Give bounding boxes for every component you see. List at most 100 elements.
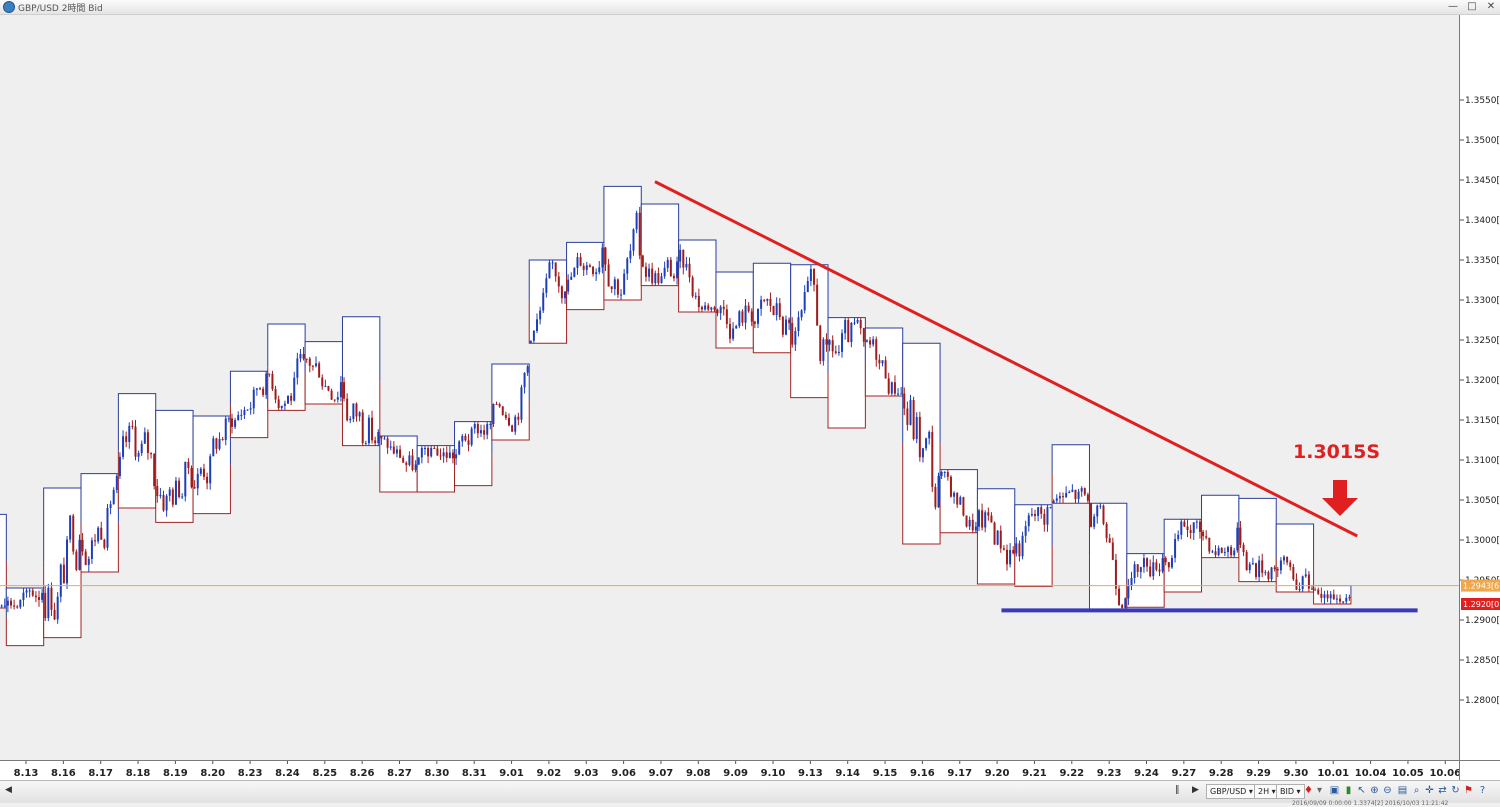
candle-body <box>352 403 355 419</box>
scroll-right-icon[interactable]: ▶ <box>1192 785 1199 795</box>
candle-body <box>1320 593 1323 598</box>
date-tick-label: 9.30 <box>1284 768 1309 779</box>
date-tick-label: 9.28 <box>1209 768 1234 779</box>
day-range-fill <box>417 445 455 492</box>
day-range-fill <box>491 364 530 440</box>
candle-body <box>181 496 184 498</box>
candle-body <box>1090 503 1093 527</box>
day-range-fill <box>43 488 82 638</box>
candle-body <box>1021 535 1024 557</box>
candle-body <box>1055 498 1058 501</box>
day-range-fill <box>81 473 119 572</box>
candle-body <box>663 267 666 277</box>
candle-body <box>1323 594 1326 598</box>
date-tick-label: 9.24 <box>1134 768 1159 779</box>
candle-body <box>1065 492 1068 498</box>
candle-body <box>1027 515 1030 527</box>
candle-body <box>178 480 181 498</box>
candle-body <box>719 306 722 314</box>
timeframe-select[interactable]: 2H ▾ <box>1254 784 1280 799</box>
candle-body <box>682 249 685 268</box>
price-axis[interactable]: 1.3550[0] 1.3500[0] 1.3450[0] 1.3400[0] 1.33… <box>1459 15 1500 760</box>
candle-body <box>190 468 193 488</box>
symbol-select[interactable]: GBP/USD ▾ <box>1206 784 1257 799</box>
chart-area[interactable]: 1.3015S <box>0 15 1459 760</box>
date-tick-label: 10.04 <box>1355 768 1387 779</box>
candle-body <box>140 443 143 454</box>
cursor-info: 2016/09/09 0:00:00 1.3374[2] 2016/10/03 … <box>1292 800 1449 807</box>
candle-body <box>109 504 112 509</box>
price-axis-labels: 1.3550[0] 1.3500[0] 1.3450[0] 1.3400[0] 1.33… <box>1460 96 1500 706</box>
price-chart[interactable]: 1.3015S <box>0 15 1459 760</box>
candle-body <box>536 319 539 331</box>
candle-body <box>1251 563 1254 565</box>
candle-body <box>458 441 461 455</box>
date-tick-label: 9.21 <box>1022 768 1047 779</box>
candle-body <box>856 320 859 323</box>
candle-body <box>968 519 971 527</box>
candle-body <box>666 259 669 268</box>
axis-corner <box>1459 760 1500 780</box>
candle-body <box>436 448 439 456</box>
candle-body <box>1335 598 1338 600</box>
alert-icon[interactable]: ⚑ <box>1464 785 1473 796</box>
arrows-icon[interactable]: ⇄ <box>1438 785 1447 796</box>
candle-body <box>1142 558 1145 568</box>
candle-body <box>816 284 819 326</box>
help-icon[interactable]: ? <box>1479 785 1486 796</box>
color-drop-icon[interactable]: ♦ <box>1304 785 1313 796</box>
candle-body <box>1245 552 1248 571</box>
zoom-in-icon[interactable]: ⊕ <box>1370 785 1379 796</box>
candle-body <box>293 377 296 401</box>
chart-settings-icon[interactable]: ▣ <box>1329 785 1340 796</box>
minimize-button[interactable]: — <box>1448 1 1458 12</box>
candle-body <box>1012 549 1015 554</box>
day-high-outline <box>491 363 530 402</box>
candle-body <box>1264 572 1267 574</box>
date-tick-label: 9.23 <box>1097 768 1122 779</box>
candle-body <box>921 448 924 458</box>
candle-body <box>965 515 968 527</box>
candle-body <box>56 596 59 620</box>
scroll-left-icon[interactable]: ◀ <box>5 785 12 795</box>
candle-body <box>1077 491 1080 500</box>
maximize-button[interactable]: □ <box>1467 1 1477 12</box>
down-arrow-icon <box>1322 480 1358 516</box>
day-range-fill <box>1201 495 1239 558</box>
candle-body <box>1118 588 1121 605</box>
candle-body <box>769 298 772 306</box>
candle-body <box>557 276 560 287</box>
zoom-out-icon[interactable]: ⊖ <box>1383 785 1392 796</box>
day-range-fill <box>379 436 418 492</box>
candle-body <box>1192 522 1195 534</box>
candle-body <box>19 599 22 608</box>
candle-body <box>489 424 492 425</box>
candle-body <box>710 307 713 310</box>
candle-body <box>834 351 837 354</box>
search-icon[interactable]: ⌕ <box>1413 785 1420 796</box>
candle-body <box>943 472 946 473</box>
day-range-fill <box>678 240 716 312</box>
candle-body <box>333 399 336 401</box>
price-tick-label: 1.3500[0] <box>1465 136 1500 146</box>
candle-body <box>0 605 3 607</box>
close-button[interactable]: ✕ <box>1486 1 1496 12</box>
refresh-icon[interactable]: ↻ <box>1451 785 1460 796</box>
side-select[interactable]: BID ▾ <box>1276 784 1305 799</box>
candle-body <box>925 438 928 449</box>
candle-body <box>1314 589 1317 591</box>
candle-body <box>479 430 482 434</box>
candle-body <box>890 382 893 394</box>
pause-icon[interactable]: ‖ <box>1175 785 1180 795</box>
dropdown-arrow-icon[interactable]: ▾ <box>1316 785 1323 796</box>
save-chart-icon[interactable]: ▤ <box>1397 785 1408 796</box>
candle-body <box>380 436 383 439</box>
candle-body <box>1111 542 1114 560</box>
day-low-outline <box>80 522 119 573</box>
cursor-tool-icon[interactable]: ↖ <box>1357 785 1366 796</box>
date-tick-label: 9.22 <box>1059 768 1084 779</box>
candle-type-icon[interactable]: ▮ <box>1345 785 1352 796</box>
candle-body <box>327 386 330 391</box>
candle-body <box>209 456 212 484</box>
crosshair-icon[interactable]: ✛ <box>1425 785 1434 796</box>
